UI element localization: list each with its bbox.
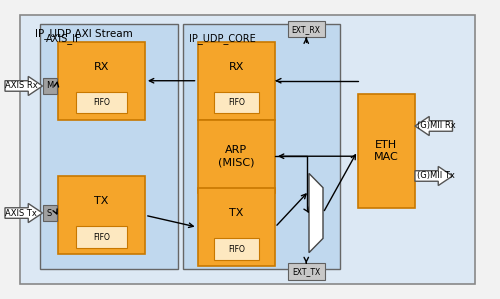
Bar [214, 238, 258, 260]
Bar [40, 24, 177, 269]
Polygon shape [415, 116, 453, 135]
Text: RX: RX [94, 62, 109, 72]
Bar [198, 42, 275, 120]
Text: IP_UDP AXI Stream: IP_UDP AXI Stream [35, 28, 133, 39]
Bar [182, 24, 340, 269]
Text: M: M [46, 81, 53, 91]
Text: TX: TX [229, 208, 244, 218]
Text: ETH
MAC: ETH MAC [374, 140, 398, 162]
Polygon shape [5, 76, 43, 96]
Bar [358, 94, 415, 208]
Text: AXIS Tx: AXIS Tx [6, 208, 37, 218]
Bar [58, 176, 145, 254]
Bar [198, 188, 275, 266]
Bar [76, 91, 126, 113]
Text: FIFO: FIFO [93, 98, 110, 107]
Text: EXT_TX: EXT_TX [292, 267, 320, 276]
Bar [58, 42, 145, 120]
Text: S: S [47, 208, 52, 218]
Bar [288, 21, 325, 37]
Bar [76, 226, 126, 248]
Text: (G)MII Tx: (G)MII Tx [418, 172, 455, 181]
Text: FIFO: FIFO [93, 233, 110, 242]
Bar [214, 91, 258, 113]
Polygon shape [309, 173, 323, 253]
Text: RX: RX [228, 62, 244, 72]
Text: TX: TX [94, 196, 108, 206]
Polygon shape [415, 167, 453, 186]
Text: AXIS_IF: AXIS_IF [46, 33, 82, 44]
Text: EXT_RX: EXT_RX [292, 25, 320, 34]
Text: IP_UDP_CORE: IP_UDP_CORE [188, 33, 256, 44]
Text: FIFO: FIFO [228, 245, 244, 254]
Polygon shape [5, 203, 43, 222]
Bar [198, 120, 275, 193]
Text: ARP
(MISC): ARP (MISC) [218, 145, 254, 167]
Text: (G)MII Rx: (G)MII Rx [417, 121, 456, 130]
Text: FIFO: FIFO [228, 98, 244, 107]
Bar [42, 205, 56, 221]
Bar [42, 78, 56, 94]
Bar [288, 263, 325, 280]
Text: AXIS Rx: AXIS Rx [5, 81, 38, 91]
